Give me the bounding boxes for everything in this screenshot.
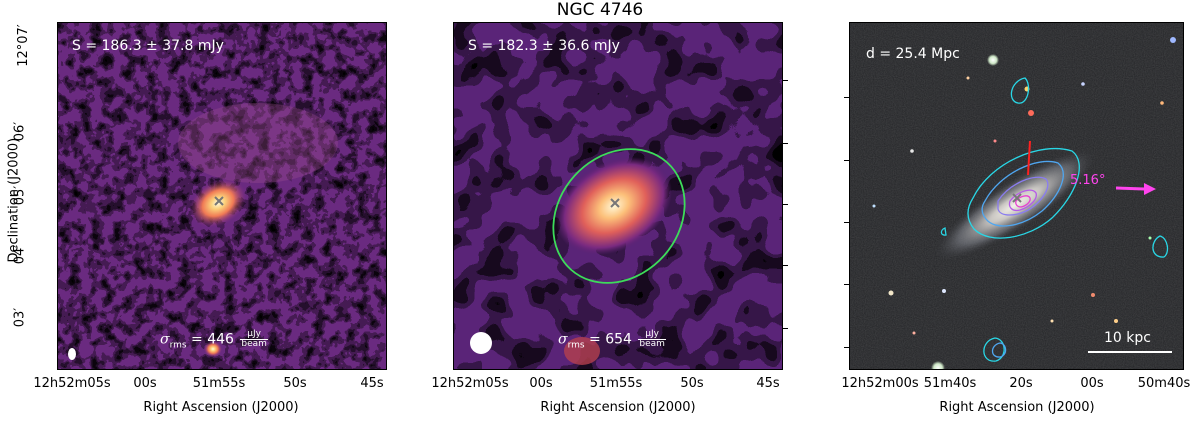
x-tick-label: 00s	[133, 376, 157, 391]
source-aperture-ellipse	[552, 148, 686, 284]
beam-ellipse	[470, 332, 492, 354]
x-tick-label: 50s	[283, 376, 307, 391]
flux-label: S = 186.3 ± 37.8 mJy	[72, 38, 224, 54]
y-tick-label: 04′	[12, 244, 28, 265]
optical-image-panel: d = 25.4 Mpc 5.16° 10 kpc	[849, 22, 1184, 370]
x-axis-label: Right Ascension (J2000)	[143, 400, 299, 415]
radio-map-panel-smoothed: S = 182.3 ± 36.6 mJy σrms = 654 μJy beam	[453, 22, 783, 370]
radio-map-image	[58, 23, 386, 369]
position-angle-line	[1027, 140, 1031, 176]
flux-label: S = 182.3 ± 36.6 mJy	[468, 38, 620, 54]
y-tick-label: 12°07′	[15, 24, 31, 67]
galaxy-center-cross-icon	[214, 196, 224, 206]
galaxy-center-cross-icon	[610, 198, 620, 208]
scale-bar-label: 10 kpc	[1104, 330, 1151, 346]
radio-map-image	[454, 23, 782, 369]
direction-arrow-icon	[1115, 183, 1156, 195]
y-tick-label: 06′	[12, 121, 28, 142]
figure-title: NGC 4746	[556, 0, 644, 20]
x-tick-label: 45s	[360, 376, 384, 391]
x-tick-label: 51m55s	[192, 376, 246, 391]
x-tick-label: 51m55s	[589, 376, 643, 391]
y-tick-label: 05′	[12, 185, 28, 206]
optical-image	[850, 23, 1183, 369]
position-angle-label: 5.16°	[1070, 173, 1106, 188]
x-tick-label: 12h52m05s	[33, 376, 111, 391]
x-tick-label: 51m40s	[923, 376, 977, 391]
rms-label: σrms = 446 μJy beam	[160, 329, 268, 351]
x-tick-label: 00s	[1080, 376, 1104, 391]
x-axis-label: Right Ascension (J2000)	[540, 400, 696, 415]
distance-label: d = 25.4 Mpc	[866, 46, 960, 62]
galaxy-center-cross-icon	[1012, 193, 1022, 203]
y-tick-label: 03′	[12, 307, 28, 328]
x-tick-label: 20s	[1009, 376, 1033, 391]
x-tick-label: 50m40s	[1137, 376, 1191, 391]
x-tick-label: 12h52m05s	[431, 376, 509, 391]
rms-label: σrms = 654 μJy beam	[558, 329, 666, 351]
field-stars	[872, 37, 1176, 369]
beam-ellipse	[68, 348, 76, 360]
x-tick-label: 50s	[680, 376, 704, 391]
x-tick-label: 45s	[756, 376, 780, 391]
radio-map-panel-full-resolution: S = 186.3 ± 37.8 mJy σrms = 446 μJy beam	[57, 22, 387, 370]
x-axis-label: Right Ascension (J2000)	[939, 400, 1095, 415]
x-tick-label: 12h52m00s	[841, 376, 919, 391]
x-tick-label: 00s	[529, 376, 553, 391]
